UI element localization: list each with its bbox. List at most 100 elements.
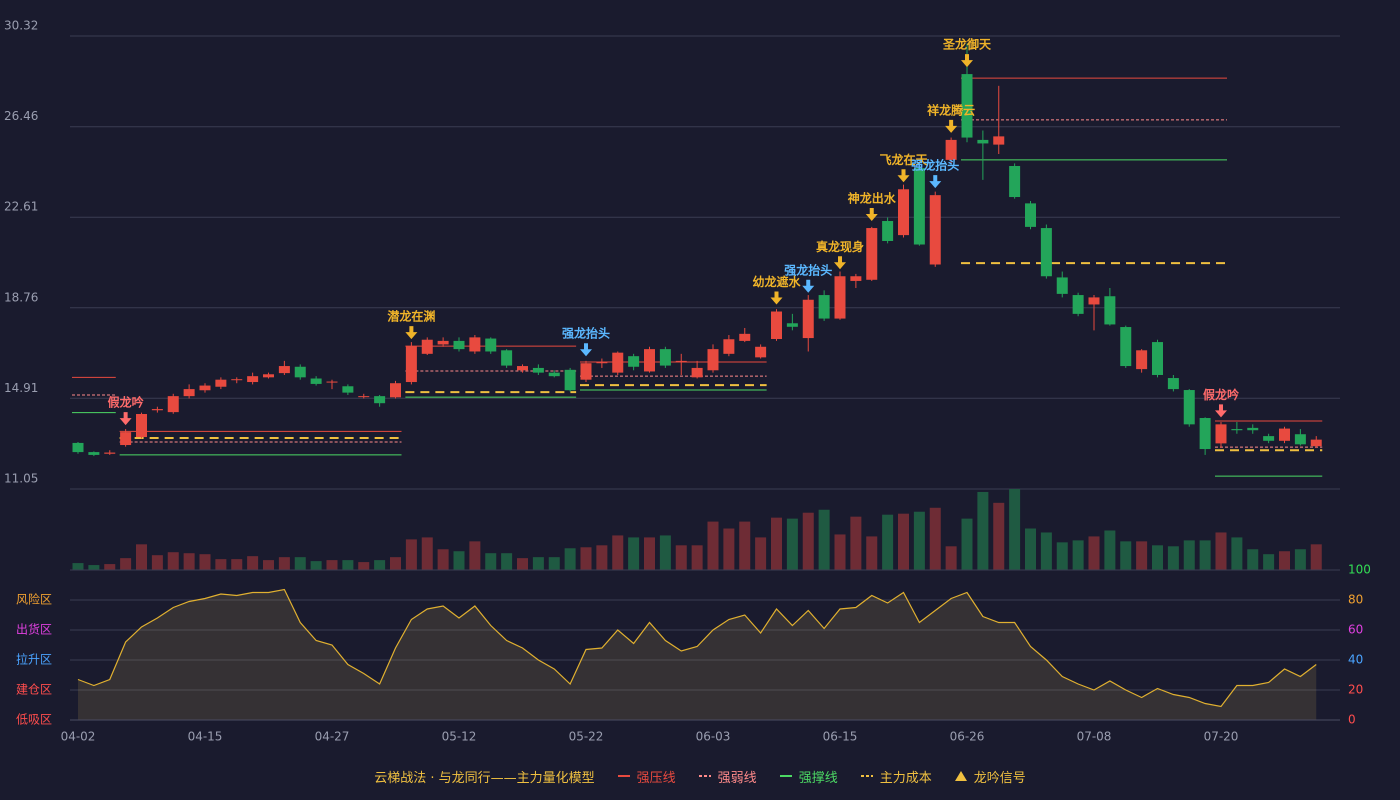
- legend-swatch: [954, 771, 967, 781]
- signal: 假龙吟: [1203, 387, 1239, 418]
- candle-body: [850, 276, 862, 281]
- volume-bar: [707, 521, 719, 570]
- x-tick-label: 06-03: [696, 730, 731, 744]
- signal-label: 强龙抬头: [911, 158, 959, 173]
- candle-body: [739, 333, 751, 341]
- y2-tick-label: 100: [1348, 563, 1371, 577]
- volume-bar: [453, 551, 465, 570]
- candle-body: [358, 396, 370, 398]
- volume-bar: [167, 552, 179, 570]
- candle-body: [247, 376, 259, 383]
- volume-bar: [1247, 549, 1259, 570]
- candle-body: [755, 346, 767, 358]
- volume-bar: [469, 541, 481, 570]
- candle-body: [167, 396, 179, 413]
- volume-bar: [771, 517, 782, 570]
- volume-bar: [310, 561, 322, 570]
- signal-arrow: [961, 54, 973, 68]
- signal-arrow: [405, 326, 418, 340]
- volume-bar: [342, 560, 354, 570]
- volume-bar: [1215, 532, 1227, 570]
- zone-label: 低吸区: [16, 713, 52, 727]
- volume-bar: [1167, 546, 1179, 570]
- y-tick-label: 22.61: [4, 200, 38, 214]
- signal: 潜龙在渊: [387, 309, 435, 340]
- volume-bar: [675, 545, 687, 570]
- x-tick-label: 07-20: [1204, 730, 1239, 744]
- volume-bar: [977, 491, 989, 570]
- y2-tick-label: 60: [1348, 623, 1363, 637]
- candle-body: [675, 360, 687, 363]
- candle-body: [548, 372, 560, 377]
- candle-body: [1231, 429, 1243, 431]
- legend-label: 龙吟信号: [973, 770, 1026, 786]
- candle-body: [659, 349, 671, 366]
- candle-body: [1088, 297, 1100, 305]
- signal-label: 潜龙在渊: [387, 309, 435, 324]
- candle-body: [374, 396, 386, 404]
- volume-bar: [548, 557, 560, 570]
- volume-bar: [596, 545, 608, 570]
- volume-bar: [294, 557, 306, 570]
- x-tick-label: 04-27: [315, 730, 350, 744]
- x-tick-label: 04-02: [61, 730, 96, 744]
- candle-body: [342, 386, 354, 393]
- candle-body: [183, 389, 195, 397]
- volume-bar: [898, 513, 909, 570]
- signal-label: 强龙抬头: [784, 262, 832, 277]
- candle-body: [405, 346, 417, 383]
- candle-body: [1167, 378, 1179, 390]
- legend-item: 主力成本: [860, 767, 932, 786]
- volume-bar: [786, 518, 798, 570]
- candle-body: [691, 367, 703, 378]
- candle-body: [818, 295, 830, 319]
- candle-body: [802, 299, 814, 339]
- volume-bar: [802, 512, 814, 570]
- volume-bar: [215, 559, 227, 570]
- volume-bar: [501, 553, 513, 570]
- x-tick-label: 06-15: [823, 730, 858, 744]
- candle-body: [882, 221, 894, 241]
- signal: 圣龙御天: [942, 37, 992, 68]
- zone-label: 出货区: [16, 622, 52, 637]
- volume-bar: [405, 539, 417, 570]
- candle-body: [1263, 436, 1275, 441]
- signal: 强龙抬头: [784, 262, 832, 293]
- candle-body: [628, 356, 640, 367]
- volume-bar: [532, 557, 544, 570]
- y-tick-label: 30.32: [4, 19, 38, 33]
- candle-body: [913, 168, 925, 245]
- volume-bar: [1199, 540, 1211, 570]
- candle-body: [929, 195, 941, 265]
- signal-arrow: [834, 256, 846, 270]
- legend-item: 强撑线: [779, 767, 838, 786]
- legend-label: 主力成本: [879, 770, 932, 786]
- candle-body: [977, 139, 989, 144]
- legend-label: 强压线: [636, 770, 676, 786]
- candle-body: [485, 338, 497, 352]
- volume-bar: [263, 560, 274, 570]
- signal-arrow: [929, 175, 942, 189]
- candle-body: [278, 366, 290, 374]
- volume-bar: [644, 537, 655, 570]
- x-tick-label: 07-08: [1077, 730, 1112, 744]
- candle-body: [945, 139, 957, 160]
- candle-body: [120, 432, 132, 446]
- candle-body: [326, 381, 338, 383]
- x-tick-label: 06-26: [950, 730, 985, 744]
- candle-body: [231, 379, 243, 381]
- candle-body: [104, 452, 116, 454]
- signal-label: 真龙现身: [816, 239, 864, 254]
- volume-bar: [120, 558, 132, 570]
- signal-label: 假龙吟: [108, 395, 144, 410]
- candle-body: [469, 337, 481, 352]
- signal-label: 飞龙在天: [879, 152, 928, 167]
- volume-bar: [580, 547, 592, 570]
- candle-body: [294, 366, 306, 378]
- candle-body: [786, 323, 798, 327]
- candle-body: [1104, 296, 1116, 325]
- candle-body: [993, 136, 1005, 145]
- volume-bar: [1056, 542, 1068, 570]
- y2-tick-label: 0: [1348, 713, 1356, 727]
- volume-bar: [945, 546, 957, 570]
